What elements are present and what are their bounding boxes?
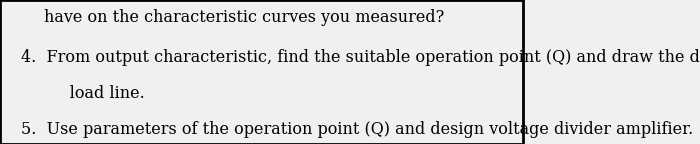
Text: have on the characteristic curves you measured?: have on the characteristic curves you me… bbox=[44, 9, 445, 26]
FancyBboxPatch shape bbox=[0, 0, 523, 144]
Text: 5.  Use parameters of the operation point (Q) and design voltage divider amplifi: 5. Use parameters of the operation point… bbox=[21, 121, 693, 138]
Text: load line.: load line. bbox=[44, 85, 145, 102]
Text: 4.  From output characteristic, find the suitable operation point (Q) and draw t: 4. From output characteristic, find the … bbox=[21, 49, 700, 66]
